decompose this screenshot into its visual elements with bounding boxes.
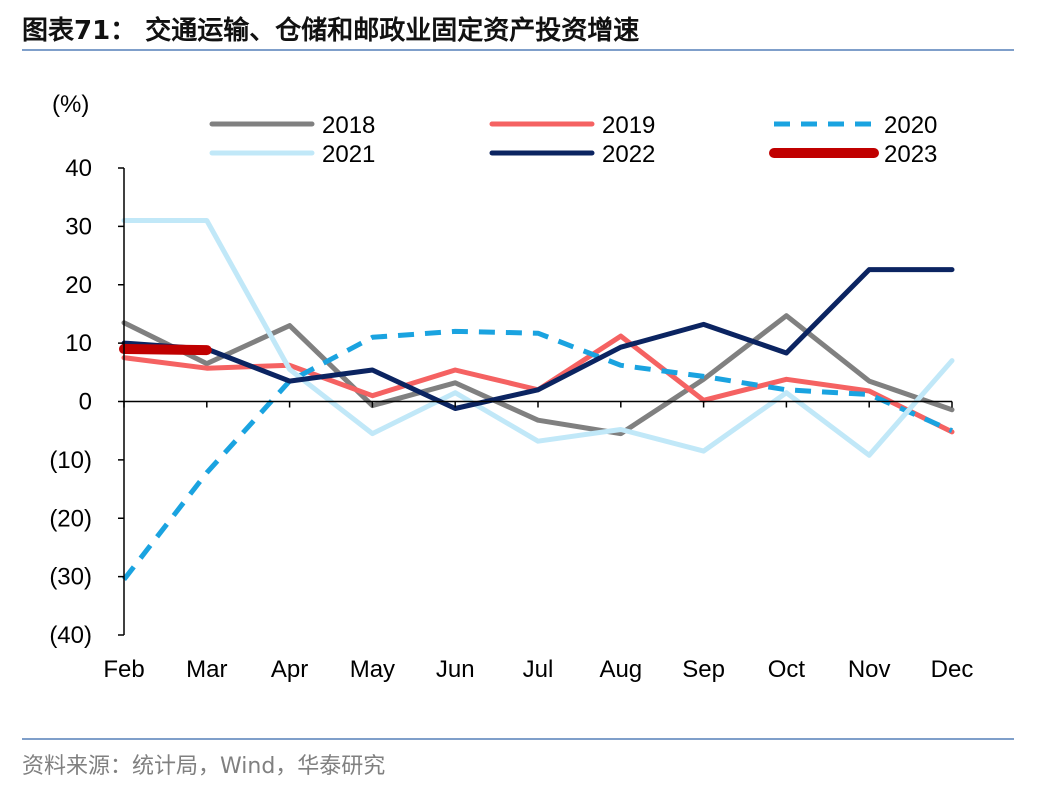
x-tick-label: Dec <box>931 656 974 683</box>
series-line-2023 <box>119 344 212 356</box>
series-layer <box>119 218 955 582</box>
y-tick-label: (20) <box>49 505 92 532</box>
series-line-2020 <box>122 328 954 582</box>
axes-layer: 40 30 20 10 0 (10) (20) (30) (40) Feb Mar Apr May Jun… <box>49 155 973 683</box>
y-tick-label: 0 <box>79 389 92 416</box>
series-line-2021 <box>121 218 955 458</box>
series-line-2022 <box>121 267 955 411</box>
y-tick-label: 10 <box>65 330 92 357</box>
legend-label-2020: 2020 <box>884 112 937 139</box>
y-tick-label: 30 <box>65 213 92 240</box>
x-tick-label: Sep <box>682 656 725 683</box>
x-tick-label: Aug <box>599 656 642 683</box>
x-tick-label: Jul <box>523 656 554 683</box>
x-tick-label: Apr <box>271 656 308 683</box>
legend: 2018 2019 2020 2021 2022 2023 <box>209 112 937 168</box>
footer-divider <box>22 738 1014 740</box>
y-tick-label: (30) <box>49 564 92 591</box>
y-tick-label: 20 <box>65 272 92 299</box>
legend-label-2023: 2023 <box>884 141 937 168</box>
chart-title: 图表71： 交通运输、仓储和邮政业固定资产投资增速 <box>22 16 640 46</box>
x-tick-label: Mar <box>186 656 227 683</box>
series-line-2018 <box>121 313 955 437</box>
title-divider <box>22 49 1014 51</box>
x-tick-label: Oct <box>768 656 806 683</box>
legend-label-2019: 2019 <box>602 112 655 139</box>
legend-label-2018: 2018 <box>322 112 375 139</box>
x-tick-label: Jun <box>436 656 475 683</box>
x-tick-label: Nov <box>848 656 891 683</box>
y-tick-label: 40 <box>65 155 92 182</box>
x-tick-label: Feb <box>103 656 144 683</box>
y-tick-label: (40) <box>49 622 92 649</box>
legend-label-2022: 2022 <box>602 141 655 168</box>
x-tick-label: May <box>350 656 395 683</box>
source-note: 资料来源：统计局，Wind，华泰研究 <box>22 754 386 779</box>
y-tick-label: (10) <box>49 447 92 474</box>
y-axis-label: (%) <box>52 91 89 118</box>
legend-label-2021: 2021 <box>322 141 375 168</box>
